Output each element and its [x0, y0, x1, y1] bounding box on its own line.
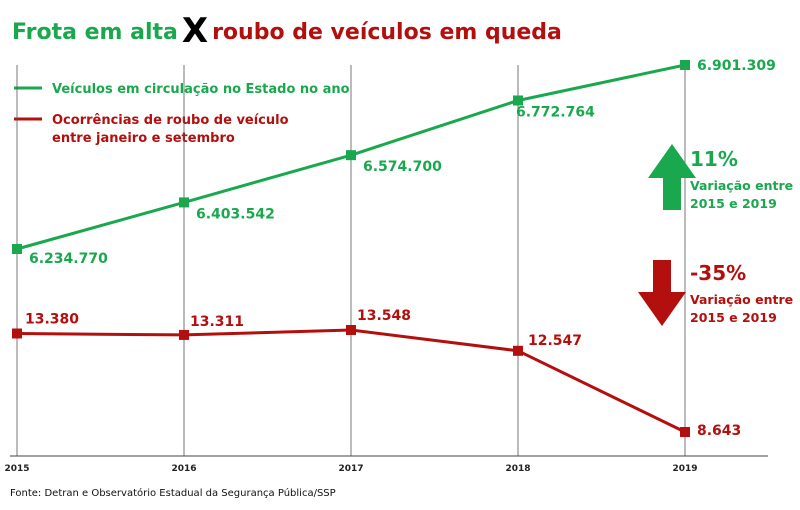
- legend-label-fleet: Veículos em circulação no Estado no ano: [52, 82, 350, 97]
- data-label-fleet-2017: 6.574.700: [363, 159, 442, 175]
- arrow-down-icon: [638, 260, 686, 326]
- data-point-theft-2019: [680, 427, 690, 437]
- data-point-fleet-2016: [179, 197, 189, 208]
- data-point-fleet-2017: [346, 150, 356, 161]
- data-point-fleet-2018: [513, 95, 523, 106]
- data-point-fleet-2015: [12, 244, 22, 254]
- down-variation-text-line1: Variação entre: [690, 292, 793, 307]
- data-point-theft-2016: [179, 329, 189, 340]
- up-variation-text-line1: Variação entre: [690, 178, 793, 193]
- data-label-theft-2016: 13.311: [190, 314, 244, 330]
- title-part-fleet: Frota em alta: [12, 20, 178, 45]
- title-part-theft: roubo de veículos em queda: [212, 20, 562, 45]
- data-label-fleet-2016: 6.403.542: [196, 206, 275, 222]
- x-tick-label: 2017: [338, 464, 363, 474]
- data-label-fleet-2015: 6.234.770: [29, 251, 108, 267]
- data-label-fleet-2019: 6.901.309: [697, 58, 776, 74]
- down-variation-text-line2: 2015 e 2019: [690, 310, 777, 325]
- data-label-fleet-2018: 6.772.764: [516, 104, 595, 120]
- x-tick-label: 2016: [171, 464, 196, 474]
- source-note: Fonte: Detran e Observatório Estadual da…: [10, 487, 336, 499]
- data-point-theft-2015: [12, 328, 22, 339]
- data-point-fleet-2019: [680, 60, 690, 70]
- data-label-theft-2019: 8.643: [697, 423, 741, 439]
- arrow-up-icon: [648, 144, 696, 210]
- data-point-theft-2017: [346, 325, 356, 335]
- legend-label-theft-line1: Ocorrências de roubo de veículo: [52, 113, 289, 128]
- data-label-theft-2017: 13.548: [357, 308, 411, 324]
- legend-label-theft-line2: entre janeiro e setembro: [52, 131, 235, 146]
- x-tick-label: 2015: [4, 464, 29, 474]
- up-variation-percent: 11%: [690, 147, 738, 171]
- x-tick-label: 2018: [505, 464, 530, 474]
- x-tick-label: 2019: [672, 464, 697, 474]
- down-variation-percent: -35%: [690, 261, 746, 285]
- data-point-theft-2018: [513, 345, 523, 356]
- title-versus-mark: X: [181, 11, 209, 51]
- up-variation-text-line2: 2015 e 2019: [690, 196, 777, 211]
- data-label-theft-2015: 13.380: [25, 311, 79, 327]
- data-label-theft-2018: 12.547: [528, 333, 582, 349]
